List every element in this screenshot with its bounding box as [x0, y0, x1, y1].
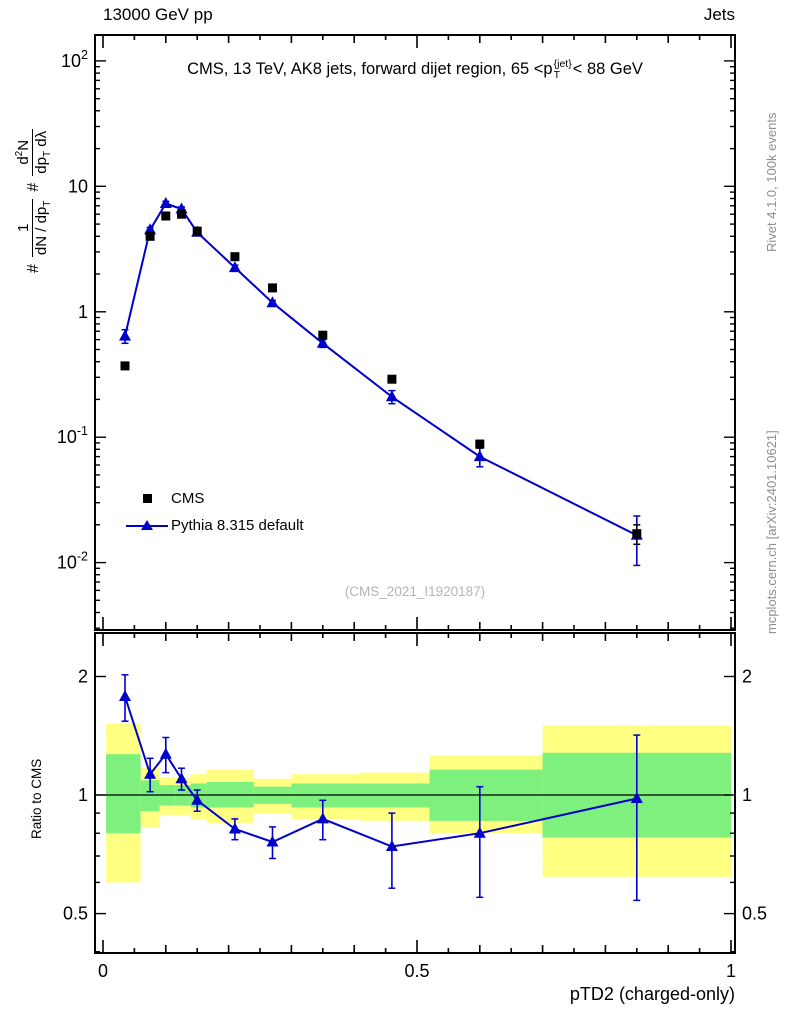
y-title-frac1-den: dN / dpT: [31, 198, 54, 258]
plot-title-sup: {jet}: [553, 58, 572, 70]
y-title-frac2-den: dpT dλ: [32, 128, 54, 176]
y-title-frac2-num-post: N: [15, 139, 32, 151]
legend-mc-label: Pythia 8.315 default: [171, 517, 304, 534]
pt-jet-supsub: {jet} T: [554, 59, 572, 80]
y-title-frac1-den-text: dN / dp: [32, 206, 50, 256]
y-title-frac2-num: d2N: [14, 138, 32, 167]
svg-text:2: 2: [78, 667, 88, 687]
y-title-hash-2: #: [24, 182, 42, 192]
mcplots-citation-note: mcplots.cern.ch [arXiv:2401.10621]: [764, 430, 779, 634]
y-title-frac2-num-pre: d: [15, 156, 32, 165]
x-axis-title: pTD2 (charged-only): [569, 984, 735, 1004]
y-title-frac2-den-pre: dp: [33, 157, 51, 174]
plot-title-pre: CMS, 13 TeV, AK8 jets, forward dijet reg…: [187, 59, 553, 78]
svg-text:102: 102: [61, 48, 88, 71]
y-title-frac2-den-post: dλ: [33, 130, 51, 151]
svg-text:0.5: 0.5: [63, 904, 88, 924]
y-title-fraction-1: 1 dN / dpT: [14, 198, 54, 258]
ratio-y-axis-title: Ratio to CMS: [29, 758, 44, 839]
svg-text:10: 10: [68, 176, 88, 196]
analysis-id-watermark: (CMS_2021_I1920187): [344, 584, 486, 599]
svg-text:0.5: 0.5: [742, 904, 767, 924]
plot-title: CMS, 13 TeV, AK8 jets, forward dijet reg…: [95, 59, 735, 80]
y-title-frac1-num: 1: [14, 223, 32, 233]
svg-text:1: 1: [78, 302, 88, 322]
main-y-axis-title: # 1 dN / dpT # d2N dpT dλ: [14, 128, 54, 273]
ratio-series: [119, 674, 643, 902]
pythia-series: [119, 197, 643, 567]
svg-text:2: 2: [742, 667, 752, 687]
beam-energy-label: 13000 GeV pp: [103, 5, 213, 24]
legend-cms-label: CMS: [171, 490, 205, 507]
rivet-version-note: Rivet 4.1.0, 100k events: [764, 112, 779, 252]
svg-text:10-1: 10-1: [57, 424, 88, 447]
main-frame: [94, 34, 736, 631]
plot-title-sub: T: [553, 68, 561, 81]
y-title-fraction-2: d2N dpT dλ: [14, 128, 54, 176]
svg-text:1: 1: [742, 785, 752, 805]
ratio-y-ticks: [95, 675, 735, 953]
y-title-hash-1: #: [24, 264, 42, 273]
y-title-frac1-den-sub: T: [41, 200, 53, 207]
svg-text:1: 1: [726, 961, 736, 981]
y-title-frac2-den-sub: T: [42, 150, 54, 158]
x-ticks: [102, 35, 732, 953]
cms-series: [120, 209, 642, 546]
y-title-frac2-num-sup: 2: [14, 150, 25, 157]
svg-text:0.5: 0.5: [404, 961, 429, 981]
plot-title-post: < 88 GeV: [572, 59, 643, 78]
analysis-group-label: Jets: [703, 5, 735, 24]
main-y-ticks: [95, 60, 735, 629]
ratio-frame: [94, 632, 736, 954]
svg-text:10-2: 10-2: [57, 550, 88, 573]
svg-text:0: 0: [98, 961, 108, 981]
legend-mc-triangle-marker: [141, 520, 153, 530]
svg-text:1: 1: [78, 785, 88, 805]
legend-cms-square-marker: [143, 494, 152, 503]
